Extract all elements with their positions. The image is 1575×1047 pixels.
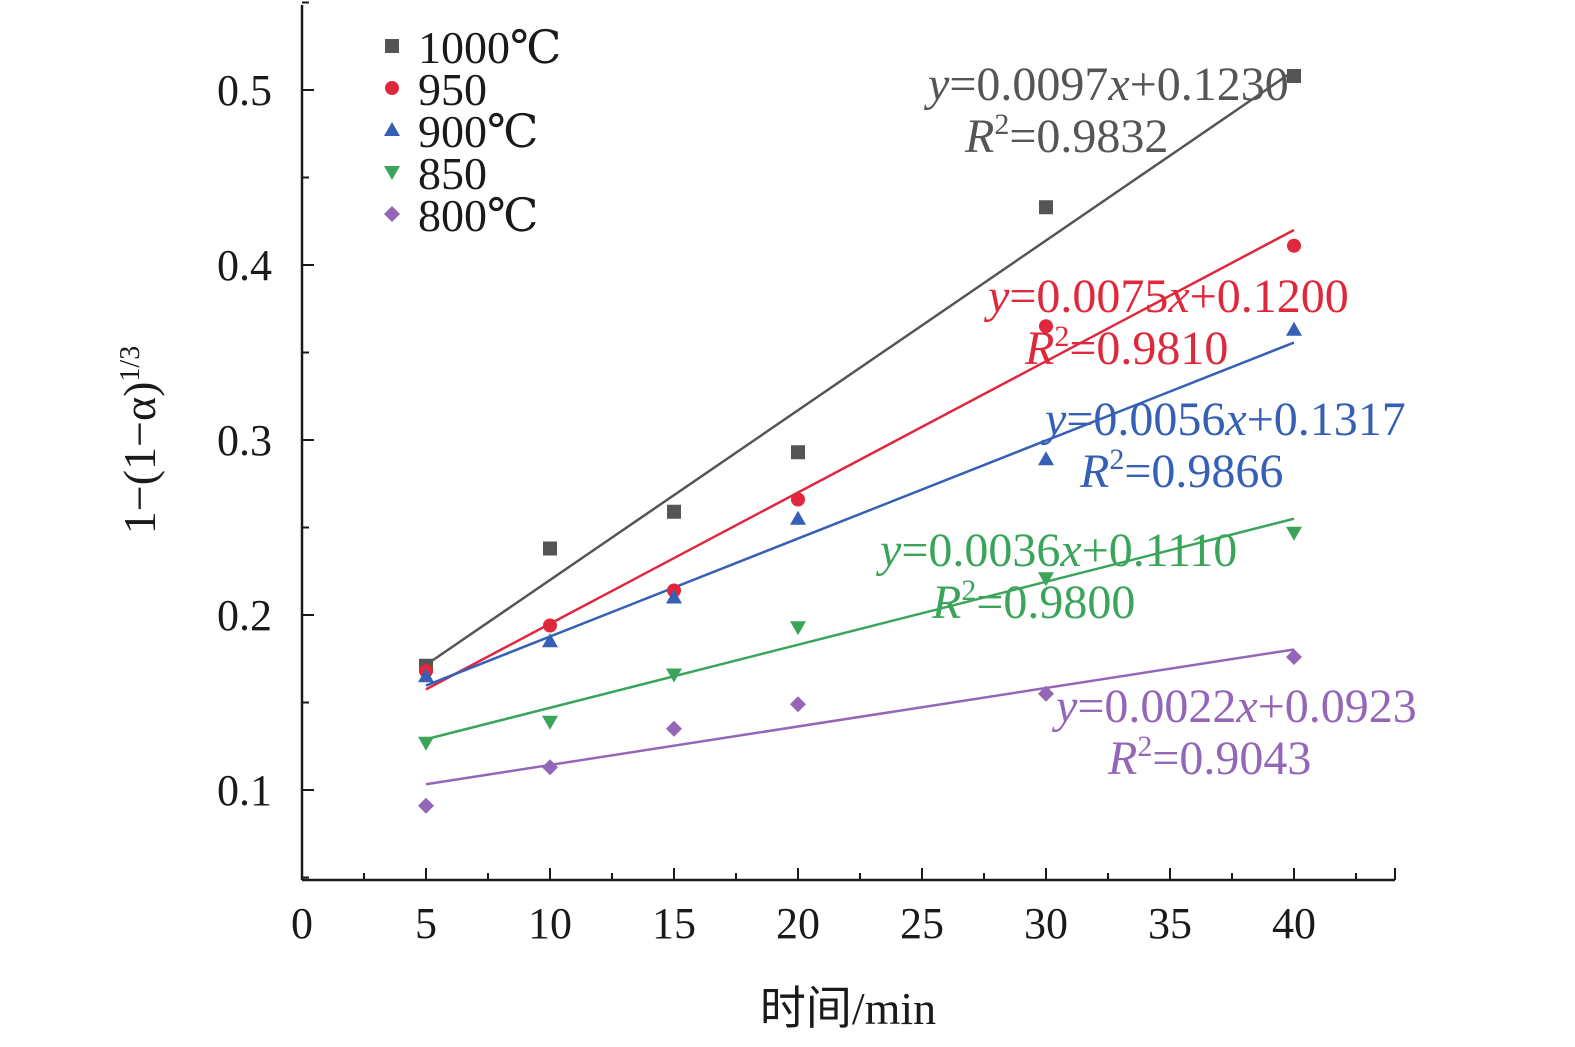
series-1-point (791, 445, 805, 460)
series-3-point (542, 633, 558, 648)
y-tick-label: 0.3 (217, 416, 272, 465)
series-4-point (1038, 572, 1054, 587)
y-tick-label: 0.2 (217, 591, 272, 640)
series-2-legend-label: 950 (418, 64, 487, 115)
series-1-legend-marker (385, 39, 399, 53)
series-3-point (666, 589, 682, 604)
series-4-legend-label: 850 (418, 148, 487, 199)
series-2-r-squared: R2=0.9810 (1024, 320, 1228, 375)
series-4-r-squared: R2=0.9800 (931, 574, 1135, 629)
x-tick-label: 40 (1272, 899, 1316, 948)
x-tick-label: 35 (1148, 899, 1192, 948)
series-5-point (1038, 685, 1054, 702)
series-3-r-squared: R2=0.9866 (1079, 443, 1283, 498)
x-tick-label: 10 (528, 899, 572, 948)
axes: 0 5 10 15 20 25 30 35 40 0.1 0.2 0.3 0.4 0.5 时间/min 1−(… (114, 1, 1396, 1034)
series-3-point (418, 668, 434, 683)
series-4-point (418, 736, 434, 751)
series-2-point (1039, 319, 1053, 334)
x-tick-label: 5 (415, 899, 437, 948)
data-points (418, 69, 1302, 814)
series-1-equation: y=0.0097x+0.1230 (923, 58, 1289, 111)
series-2-legend-marker (385, 81, 399, 95)
series-2-fit-line (425, 228, 1295, 691)
y-tick-label: 0.4 (217, 241, 272, 290)
series-4-point (790, 621, 806, 636)
series-3-fit-line (425, 341, 1295, 687)
series-3-equation: y=0.0056x+0.1317 (1040, 393, 1406, 446)
series-5-point (666, 720, 682, 737)
x-tick-label: 25 (900, 899, 944, 948)
series-4-point (666, 668, 682, 683)
series-4-equation: y=0.0036x+0.1110 (875, 524, 1237, 577)
series-1-point (1287, 69, 1301, 83)
series-5-equation: y=0.0022x+0.0923 (1051, 680, 1417, 733)
series-5-r-squared: R2=0.9043 (1107, 730, 1311, 785)
series-2-point (1287, 238, 1301, 253)
x-tick-label: 15 (652, 899, 696, 948)
series-3-point (1038, 451, 1054, 466)
series-5-point (1286, 649, 1302, 665)
x-tick-label: 20 (776, 899, 820, 948)
series-1-legend-label: 1000℃ (418, 22, 561, 73)
series-1-fit-line (425, 69, 1295, 666)
y-tick-label: 0.1 (217, 766, 272, 815)
series-1-point (1039, 200, 1053, 215)
series-2-equation: y=0.0075x+0.1200 (983, 270, 1349, 323)
y-tick-label: 0.5 (217, 66, 272, 115)
series-5-fit-line (425, 648, 1295, 786)
x-tick-label: 0 (291, 899, 313, 948)
fit-lines (425, 69, 1295, 786)
series-1-point (667, 504, 681, 519)
series-5-point (790, 696, 806, 713)
series-1-point (543, 541, 557, 556)
series-5-legend-label: 800℃ (418, 190, 538, 241)
series-5-legend-marker (384, 206, 400, 222)
series-5-point (418, 797, 434, 814)
series-5-point (542, 759, 558, 776)
series-3-point (790, 510, 806, 525)
series-2-point (791, 492, 805, 507)
series-3-legend-marker (384, 122, 400, 136)
series-4-point (542, 715, 558, 730)
series-3-point (1286, 321, 1302, 336)
x-tick-label: 30 (1024, 899, 1068, 948)
x-axis-title: 时间/min (760, 983, 936, 1034)
series-4-fit-line (425, 517, 1295, 741)
series-3-legend-label: 900℃ (418, 106, 538, 157)
y-axis-title: 1−(1−α)1/3 (114, 346, 165, 534)
series-2-point (543, 618, 557, 633)
series-4-point (1286, 526, 1302, 541)
series-1-r-squared: R2=0.9832 (964, 108, 1168, 163)
series-4-legend-marker (384, 166, 400, 180)
